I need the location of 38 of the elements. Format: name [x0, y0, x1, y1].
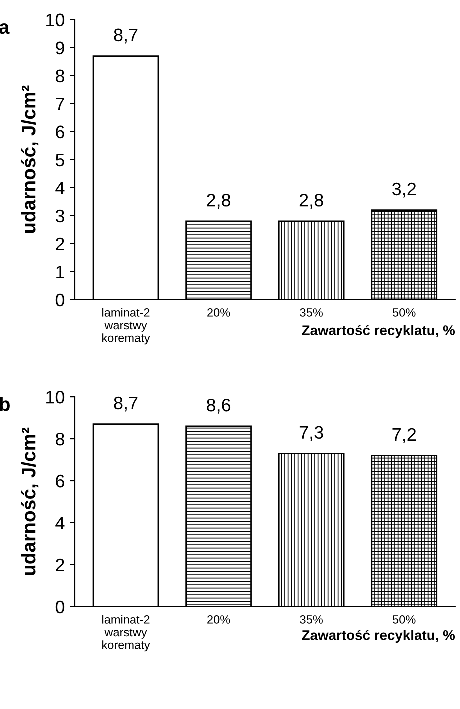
x-tick-label: laminat-2 warstwy korematy — [102, 308, 150, 345]
y-tick-label: 8 — [56, 70, 64, 83]
data-label: 8,6 — [207, 398, 231, 414]
y-tick-label: 6 — [56, 474, 64, 488]
y-tick-label: 3 — [56, 210, 64, 223]
data-label: 3,2 — [392, 182, 416, 198]
y-axis-title: udarność, J/cm² — [21, 428, 39, 576]
y-tick-label: 4 — [56, 517, 65, 530]
x-tick-label: 50% — [393, 616, 416, 624]
x-tick-label: 20% — [208, 616, 230, 624]
data-label: 7,2 — [392, 428, 416, 444]
data-label: 2,8 — [300, 194, 324, 209]
x-axis-title: Zawartość recyklatu, % — [302, 325, 456, 338]
x-tick-label: laminat-2 warstwy korematy — [102, 615, 150, 652]
y-tick-label: 7 — [56, 98, 64, 110]
y-tick-label: 0 — [56, 600, 65, 614]
y-tick-label: 2 — [56, 558, 64, 572]
y-tick-label: 4 — [56, 182, 65, 194]
data-label: 8,7 — [114, 396, 138, 412]
data-label: 7,3 — [300, 426, 324, 442]
y-tick-label: 6 — [56, 126, 64, 139]
x-tick-label: 35% — [300, 308, 323, 317]
chart-title: b — [0, 397, 10, 412]
y-tick-label: 5 — [56, 154, 64, 167]
data-label: 8,7 — [114, 28, 138, 44]
y-tick-label: 0 — [56, 294, 65, 307]
x-axis-title: Zawartość recyklatu, % — [302, 630, 456, 644]
y-tick-label: 8 — [56, 432, 64, 446]
y-axis-title: udarność, J/cm² — [21, 86, 39, 234]
y-tick-label: 10 — [46, 390, 65, 404]
y-tick-label: 2 — [56, 238, 64, 250]
y-tick-label: 9 — [56, 42, 64, 55]
y-tick-label: 10 — [46, 14, 65, 27]
y-tick-label: 1 — [56, 266, 64, 278]
x-tick-label: 50% — [393, 308, 416, 317]
data-label: 2,8 — [207, 194, 231, 209]
x-tick-label: 35% — [300, 616, 323, 624]
x-tick-label: 20% — [208, 308, 230, 317]
